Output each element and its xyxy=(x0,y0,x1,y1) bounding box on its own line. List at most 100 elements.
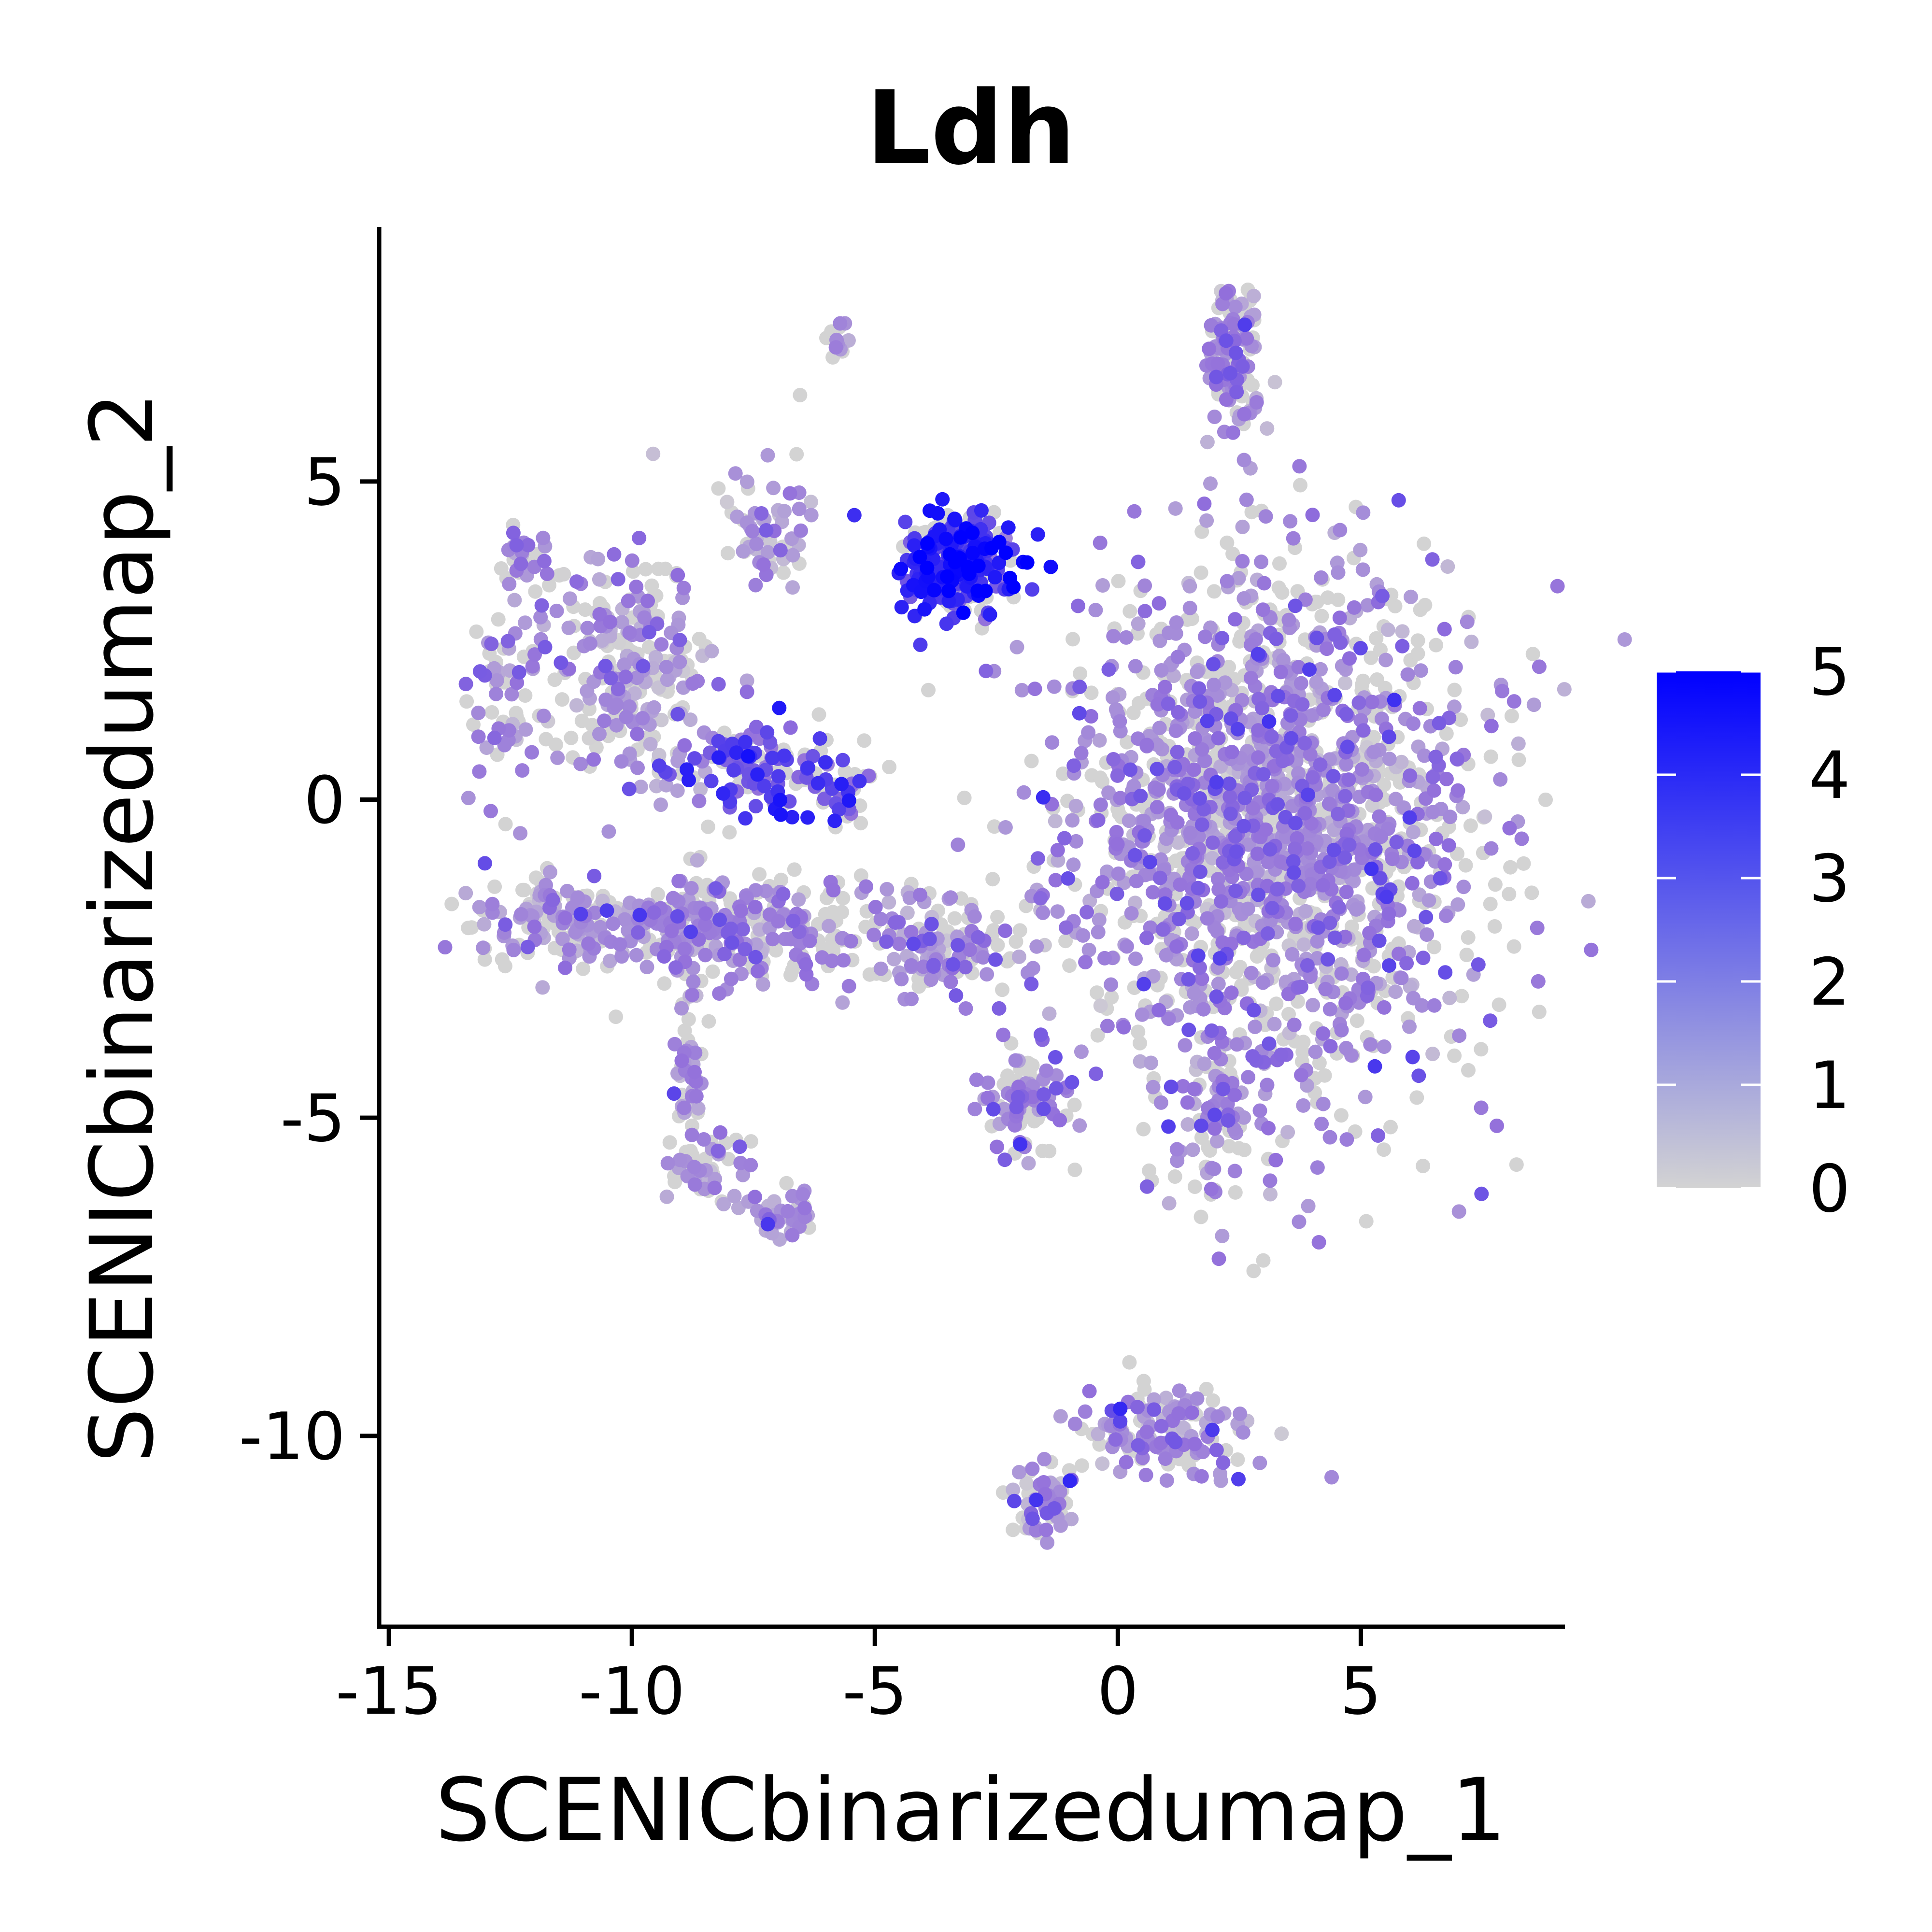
scatter-point xyxy=(1338,789,1353,804)
scatter-point xyxy=(1326,842,1341,857)
scatter-point xyxy=(1068,798,1083,813)
scatter-point xyxy=(607,547,622,562)
scatter-point xyxy=(992,1001,1007,1016)
scatter-point xyxy=(1229,844,1244,859)
scatter-point xyxy=(1316,1096,1331,1111)
scatter-point xyxy=(671,874,686,889)
scatter-point xyxy=(1082,894,1097,909)
scatter-point xyxy=(708,881,723,896)
scatter-point xyxy=(1377,1039,1392,1054)
scatter-point xyxy=(749,537,764,552)
scatter-point xyxy=(1147,1402,1162,1417)
scatter-point xyxy=(1557,682,1572,697)
scatter-point xyxy=(1209,775,1224,790)
scatter-point xyxy=(998,545,1013,560)
scatter-point xyxy=(1050,843,1065,858)
scatter-point xyxy=(1265,901,1280,916)
scatter-point xyxy=(1490,1118,1504,1133)
scatter-point xyxy=(736,1167,751,1182)
scatter-point xyxy=(1367,1059,1382,1074)
scatter-point xyxy=(1113,791,1128,806)
scatter-point xyxy=(511,665,526,680)
scatter-point xyxy=(990,909,1005,924)
scatter-point xyxy=(853,816,868,831)
scatter-point xyxy=(1180,1117,1195,1132)
scatter-point xyxy=(1093,770,1108,785)
scatter-point xyxy=(1158,1451,1173,1466)
scatter-point xyxy=(1471,957,1486,972)
scatter-point xyxy=(1200,435,1215,450)
scatter-point xyxy=(904,992,919,1007)
scatter-point xyxy=(726,763,741,778)
scatter-point xyxy=(1194,971,1209,986)
scatter-point xyxy=(797,1201,812,1216)
scatter-point xyxy=(1281,612,1296,627)
scatter-point xyxy=(1337,676,1352,691)
scatter-point xyxy=(802,934,817,949)
scatter-point xyxy=(1410,855,1425,870)
scatter-point xyxy=(1260,421,1275,436)
scatter-point xyxy=(1331,565,1346,580)
scatter-point xyxy=(1029,939,1044,954)
scatter-point xyxy=(811,707,826,722)
scatter-point xyxy=(1337,850,1352,865)
scatter-point xyxy=(1412,701,1427,716)
scatter-point xyxy=(1339,1132,1354,1147)
scatter-point xyxy=(1193,565,1208,580)
scatter-point xyxy=(1178,1038,1193,1053)
scatter-point xyxy=(612,937,627,952)
scatter-point xyxy=(1488,877,1503,892)
scatter-point xyxy=(1260,1078,1275,1093)
scatter-point xyxy=(1447,682,1462,697)
scatter-point xyxy=(996,1027,1010,1042)
scatter-point xyxy=(971,558,986,573)
scatter-point xyxy=(1167,760,1182,775)
scatter-point xyxy=(917,602,932,617)
scatter-point xyxy=(1250,846,1265,861)
scatter-point xyxy=(1427,783,1442,798)
scatter-point xyxy=(677,738,692,753)
scatter-point xyxy=(979,664,994,679)
scatter-point xyxy=(1215,1228,1230,1243)
scatter-point xyxy=(566,645,581,660)
scatter-point xyxy=(1187,986,1202,1001)
scatter-point xyxy=(779,1176,794,1191)
scatter-point xyxy=(1314,1116,1329,1131)
scatter-point xyxy=(1375,589,1390,603)
scatter-point xyxy=(785,810,799,824)
scatter-point xyxy=(1021,1156,1036,1171)
colorbar-tick-label: 4 xyxy=(1809,738,1850,813)
scatter-point xyxy=(1228,1185,1243,1200)
scatter-point xyxy=(1387,693,1402,708)
scatter-point xyxy=(1211,1251,1226,1266)
scatter-point xyxy=(904,924,919,939)
scatter-point xyxy=(1219,286,1234,301)
scatter-point xyxy=(1286,854,1301,869)
scatter-point xyxy=(1191,881,1206,895)
scatter-point xyxy=(859,879,873,894)
scatter-point xyxy=(1283,514,1298,529)
scatter-point xyxy=(732,1139,747,1154)
scatter-point xyxy=(1116,1020,1131,1035)
scatter-point xyxy=(472,900,487,915)
scatter-point xyxy=(632,530,647,545)
scatter-point xyxy=(1286,531,1301,546)
scatter-point xyxy=(1135,1007,1150,1022)
scatter-point xyxy=(1009,639,1024,654)
scatter-point xyxy=(1276,653,1291,668)
scatter-point xyxy=(1207,678,1222,692)
scatter-point xyxy=(1187,1179,1202,1194)
scatter-point xyxy=(1438,909,1453,923)
colorbar-ticks: 0 1 2 3 4 5 xyxy=(1657,634,1850,1227)
scatter-point xyxy=(953,530,968,545)
scatter-point xyxy=(677,1023,692,1038)
scatter-point xyxy=(689,1089,704,1104)
scatter-point xyxy=(1312,1055,1327,1070)
scatter-point xyxy=(773,807,788,822)
scatter-point xyxy=(1210,1409,1225,1424)
scatter-point xyxy=(739,474,754,489)
x-tick-label: 5 xyxy=(1340,1653,1381,1729)
scatter-point xyxy=(1503,860,1518,875)
scatter-point xyxy=(1296,937,1311,952)
scatter-point xyxy=(1270,797,1285,812)
